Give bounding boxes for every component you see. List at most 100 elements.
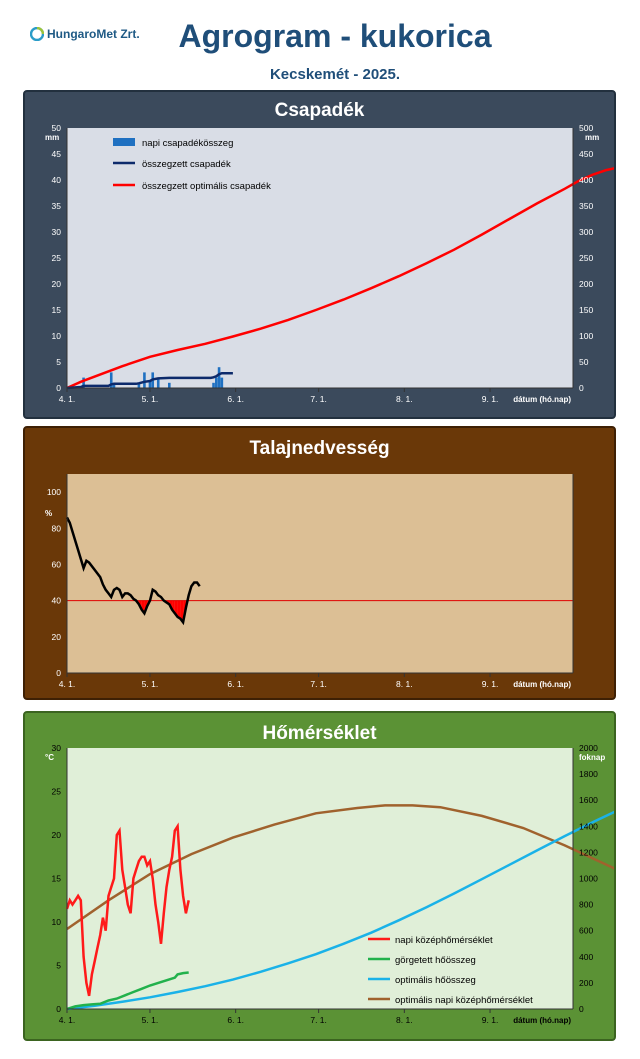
y-tick-label-left: 45 [52, 149, 62, 159]
y-tick-label-left: 10 [52, 331, 62, 341]
x-axis-label: dátum (hó.nap) [513, 1016, 571, 1025]
left-unit-label: °C [45, 753, 54, 762]
y-tick-label-right: 450 [579, 149, 593, 159]
plot-area [67, 128, 573, 388]
legend-item: görgetett hőösszeg [395, 955, 476, 966]
x-tick-label: 6. 1. [227, 679, 244, 689]
y-tick-label-right: 400 [579, 952, 593, 962]
legend-item: összegzett csapadék [142, 159, 231, 170]
precipitation-bar [137, 382, 141, 388]
x-tick-label: 4. 1. [59, 1015, 76, 1025]
y-tick-label-right: 200 [579, 978, 593, 988]
x-tick-label: 8. 1. [396, 1015, 413, 1025]
x-tick-label: 5. 1. [142, 1015, 159, 1025]
legend-swatch-daily [113, 138, 135, 146]
x-tick-label: 6. 1. [227, 1015, 244, 1025]
y-tick-label-right: 50 [579, 357, 589, 367]
y-tick-label-left: 60 [52, 559, 62, 569]
y-tick-label-left: 5 [56, 357, 61, 367]
optimal-daily-mean-line [66, 804, 614, 931]
y-tick-label-left: 20 [52, 830, 62, 840]
precipitation-bar [109, 372, 113, 388]
y-tick-label-right: 350 [579, 201, 593, 211]
precipitation-bar [82, 377, 85, 388]
precipitation-title: Csapadék [274, 100, 365, 121]
hungaromet-logo-icon [30, 27, 44, 41]
x-tick-label: 7. 1. [310, 1015, 327, 1025]
precipitation-bar [217, 367, 221, 388]
left-unit-label: mm [45, 133, 59, 142]
soil-moisture-title: Talajnedvesség [249, 438, 390, 459]
x-axis-label: dátum (hó.nap) [513, 395, 571, 404]
soil-moisture-chart: 0 20 40 60 80 100 4. 1. 5. 1. 6. 1. 7. 1. 8. 1. 9. … [45, 474, 574, 689]
soil-moisture-panel: Talajnedvesség 0 20 40 60 80 100 4. 1. 5. 1. 6. … [23, 426, 616, 700]
plot-area [67, 474, 573, 673]
x-tick-label: 8. 1. [396, 394, 413, 404]
y-tick-label-right: 500 [579, 123, 593, 133]
y-tick-label-right: 1400 [579, 821, 598, 831]
x-tick-label: 9. 1. [482, 1015, 499, 1025]
left-unit-label: % [45, 509, 52, 518]
precipitation-bar [143, 372, 146, 388]
legend-item: optimális napi középhőmérséklet [395, 995, 533, 1006]
y-tick-label-right: 100 [579, 331, 593, 341]
temperature-title: Hőmérséklet [262, 723, 377, 744]
y-tick-label-right: 300 [579, 227, 593, 237]
y-tick-label-left: 40 [52, 175, 62, 185]
precipitation-bar [215, 377, 218, 388]
logo-text: HungaroMet Zrt. [47, 27, 140, 41]
y-tick-label-left: 10 [52, 917, 62, 927]
soil-moisture-line [65, 516, 201, 626]
y-tick-label-right: 2000 [579, 743, 598, 753]
x-axis-label: dátum (hó.nap) [513, 680, 571, 689]
precipitation-bar [168, 382, 171, 388]
y-tick-label-right: 0 [579, 1004, 584, 1014]
y-tick-label-left: 40 [52, 596, 62, 606]
plot-area [67, 748, 573, 1009]
x-tick-label: 9. 1. [482, 679, 499, 689]
y-tick-label-right: 200 [579, 279, 593, 289]
x-tick-label: 7. 1. [310, 394, 327, 404]
x-tick-label: 5. 1. [142, 679, 159, 689]
optimal-cumulative-line [66, 167, 614, 390]
y-tick-label-right: 1200 [579, 847, 598, 857]
legend-item: összegzett optimális csapadék [142, 181, 271, 192]
y-tick-label-left: 80 [52, 523, 62, 533]
page-title: Agrogram - kukorica [178, 18, 492, 54]
x-tick-label: 4. 1. [59, 679, 76, 689]
cumulative-line [66, 371, 233, 390]
y-tick-label-right: 250 [579, 253, 593, 263]
precipitation-bar [148, 380, 152, 388]
y-tick-label-left: 0 [56, 668, 61, 678]
optimal-heat-sum-line [66, 810, 614, 1011]
y-tick-label-right: 1800 [579, 769, 598, 779]
rolling-heat-sum-line [66, 971, 189, 1011]
precipitation-panel: Csapadék 0 5 10 15 20 25 30 35 40 45 50 0 50 100 150 20… [23, 90, 616, 419]
y-tick-label-right: 1000 [579, 874, 598, 884]
y-tick-label-right: 150 [579, 305, 593, 315]
legend: napi csapadékösszeg összegzett csapadék … [113, 138, 271, 192]
right-unit-label: mm [585, 133, 599, 142]
precipitation-bar [156, 377, 160, 388]
temperature-chart: 0 5 10 15 20 25 30 0 200 400 600 800 1000 1200 1400 160… [45, 743, 614, 1025]
legend-item: optimális hőösszeg [395, 975, 476, 986]
y-tick-label-left: 35 [52, 201, 62, 211]
y-tick-label-left: 15 [52, 874, 62, 884]
y-tick-label-right: 600 [579, 926, 593, 936]
y-tick-label-left: 25 [52, 253, 62, 263]
x-tick-label: 4. 1. [59, 394, 76, 404]
page-subtitle: Kecskemét - 2025. [269, 66, 401, 83]
x-tick-label: 7. 1. [310, 679, 327, 689]
y-tick-label-right: 1600 [579, 795, 598, 805]
precipitation-bar [220, 377, 224, 388]
x-tick-label: 5. 1. [142, 394, 159, 404]
right-unit-label: foknap [579, 753, 605, 762]
y-tick-label-left: 25 [52, 787, 62, 797]
y-tick-label-left: 0 [56, 1004, 61, 1014]
legend-item: napi csapadékösszeg [142, 138, 233, 149]
legend: napi középhőmérséklet görgetett hőösszeg… [368, 935, 533, 1006]
x-tick-label: 6. 1. [227, 394, 244, 404]
hungaromet-logo: HungaroMet Zrt. [30, 27, 140, 41]
x-tick-label: 8. 1. [396, 679, 413, 689]
temperature-panel: Hőmérséklet 0 5 10 15 20 25 30 0 200 400 600 800 100… [23, 711, 616, 1041]
